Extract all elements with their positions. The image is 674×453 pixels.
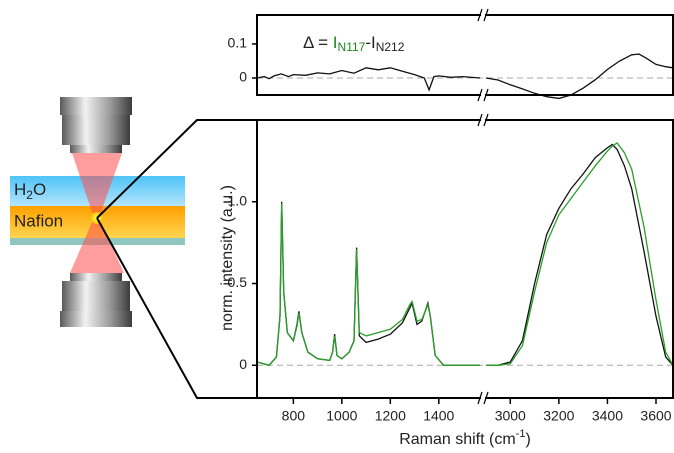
y-axis-label: norm. intensity (a.u.) [219,185,236,331]
x-tick-label: 3600 [640,408,671,424]
axis-break [477,113,489,127]
objective-bottom [62,281,130,311]
plot-frame [256,119,674,399]
axis-break-gap [481,92,485,98]
objective-top [62,115,130,145]
axis-break-gap [481,12,485,18]
y-tick-label: 0.1 [228,35,248,51]
spectrum-line [256,143,674,367]
membrane-label: Nafion [14,211,63,230]
plot-frame [256,14,674,96]
y-tick-label: 0.5 [228,274,248,290]
objective-bottom-tip [70,273,122,281]
zoom-lines [96,119,257,399]
objective-bottom-cap [60,311,132,327]
y-tick-label: 1.0 [228,192,248,208]
y-tick-label: 0 [239,356,247,372]
x-tick-label: 3200 [543,408,574,424]
water-label: H2O [14,180,46,202]
axis-break [477,88,489,102]
objective-top-cap [60,97,132,115]
x-tick-label: 800 [282,408,306,424]
y-tick-label: 0 [239,69,247,85]
x-tick-label: 3000 [495,408,526,424]
x-tick-label: 1400 [423,408,454,424]
illustration: H2O Nafion [10,97,257,399]
axis-break [477,391,489,405]
spectrum-line [256,142,674,367]
axis-break-gap [481,117,485,123]
x-tick-label: 1200 [375,408,406,424]
axis-break [477,8,489,22]
objective-top-tip [70,145,122,153]
axis-break-gap [481,395,485,401]
annotation: Δ = IN117-IN212 [303,33,405,54]
spectrum-line [256,53,674,100]
x-tick-label: 3400 [592,408,623,424]
x-axis-label: Raman shift (cm-1) [399,428,531,448]
x-tick-label: 1000 [326,408,357,424]
